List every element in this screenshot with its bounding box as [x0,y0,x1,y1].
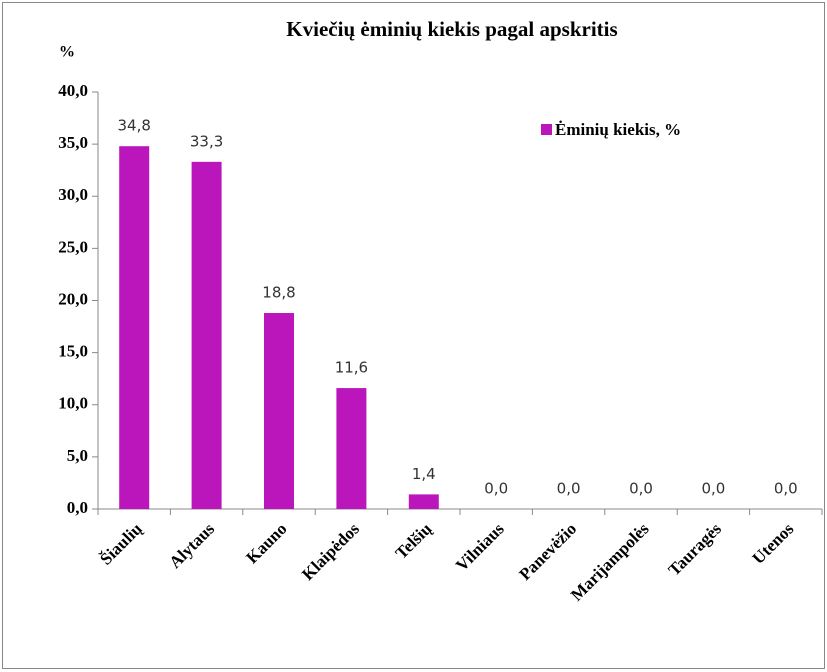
data-label: 34,8 [117,117,150,135]
y-axis-label: % [59,44,75,61]
bar [408,494,439,509]
bar [191,161,222,509]
data-label: 0,0 [557,480,581,498]
bar [119,146,150,509]
chart-title: Kviečių ėminių kiekis pagal apskritis [286,17,617,41]
y-tick-label: 35,0 [58,133,88,152]
y-tick-label: 25,0 [58,237,88,256]
data-label: 18,8 [262,284,295,302]
y-tick-label: 20,0 [58,289,88,308]
data-label: 0,0 [774,480,798,498]
data-label: 0,0 [629,480,653,498]
y-tick-label: 30,0 [58,185,88,204]
bar [336,388,367,509]
data-label: 11,6 [335,359,368,377]
bar [264,313,294,509]
data-label: 0,0 [701,480,725,498]
y-tick-label: 0,0 [67,498,88,517]
y-tick-label: 15,0 [58,342,88,361]
y-tick-label: 40,0 [58,81,88,100]
data-label: 1,4 [412,465,436,483]
data-label: 0,0 [484,480,508,498]
legend-swatch [541,124,552,135]
data-label: 33,3 [190,132,223,150]
y-tick-label: 5,0 [67,446,88,465]
y-tick-label: 10,0 [58,394,88,413]
legend-label: Ėminių kiekis, % [555,120,681,139]
